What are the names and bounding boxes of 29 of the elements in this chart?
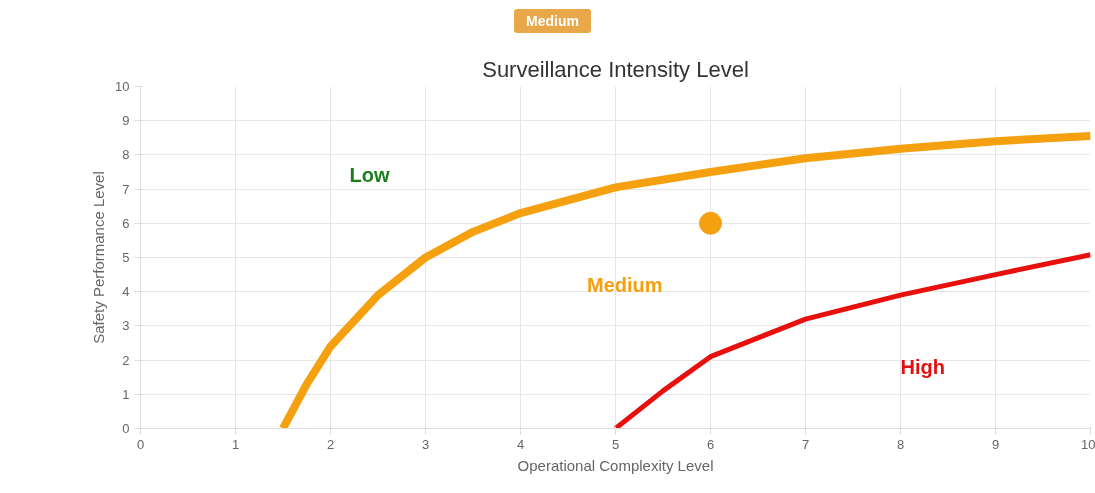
y-tick-label: 7 <box>122 181 130 197</box>
y-axis-title: Safety Performance Level <box>90 171 108 344</box>
annotation: Low <box>349 164 390 187</box>
chart-title: Surveillance Intensity Level <box>482 56 749 82</box>
x-tick-label: 2 <box>326 436 335 452</box>
y-tick-label: 8 <box>122 147 130 163</box>
text: Medium <box>514 9 591 33</box>
y-tick-label: 6 <box>122 215 130 231</box>
x-tick-label: 0 <box>136 436 145 452</box>
x-tick-label: 3 <box>421 436 430 452</box>
x-tick-label: 10 <box>1081 436 1095 452</box>
x-tick-label: 9 <box>991 436 1000 452</box>
y-tick-label: 5 <box>122 250 130 265</box>
y-tick-label: 1 <box>122 386 130 402</box>
y-tick-label: 10 <box>115 79 130 94</box>
y-tick-label: 0 <box>122 421 130 436</box>
x-tick-label: 1 <box>231 436 240 452</box>
x-tick-label: 5 <box>611 436 620 452</box>
x-tick-label: 8 <box>896 436 905 452</box>
y-tick-label: 9 <box>122 113 130 129</box>
x-axis-title: Operational Complexity Level <box>517 456 714 474</box>
x-tick-label: 4 <box>516 436 525 452</box>
x-tick-label: 6 <box>706 436 715 452</box>
x-tick-label: 7 <box>801 436 810 452</box>
y-tick-label: 2 <box>122 352 130 368</box>
y-tick-label: 3 <box>122 318 130 334</box>
annotation: High <box>900 355 945 378</box>
annotation: Medium <box>587 273 663 296</box>
y-tick-label: 4 <box>122 284 130 300</box>
